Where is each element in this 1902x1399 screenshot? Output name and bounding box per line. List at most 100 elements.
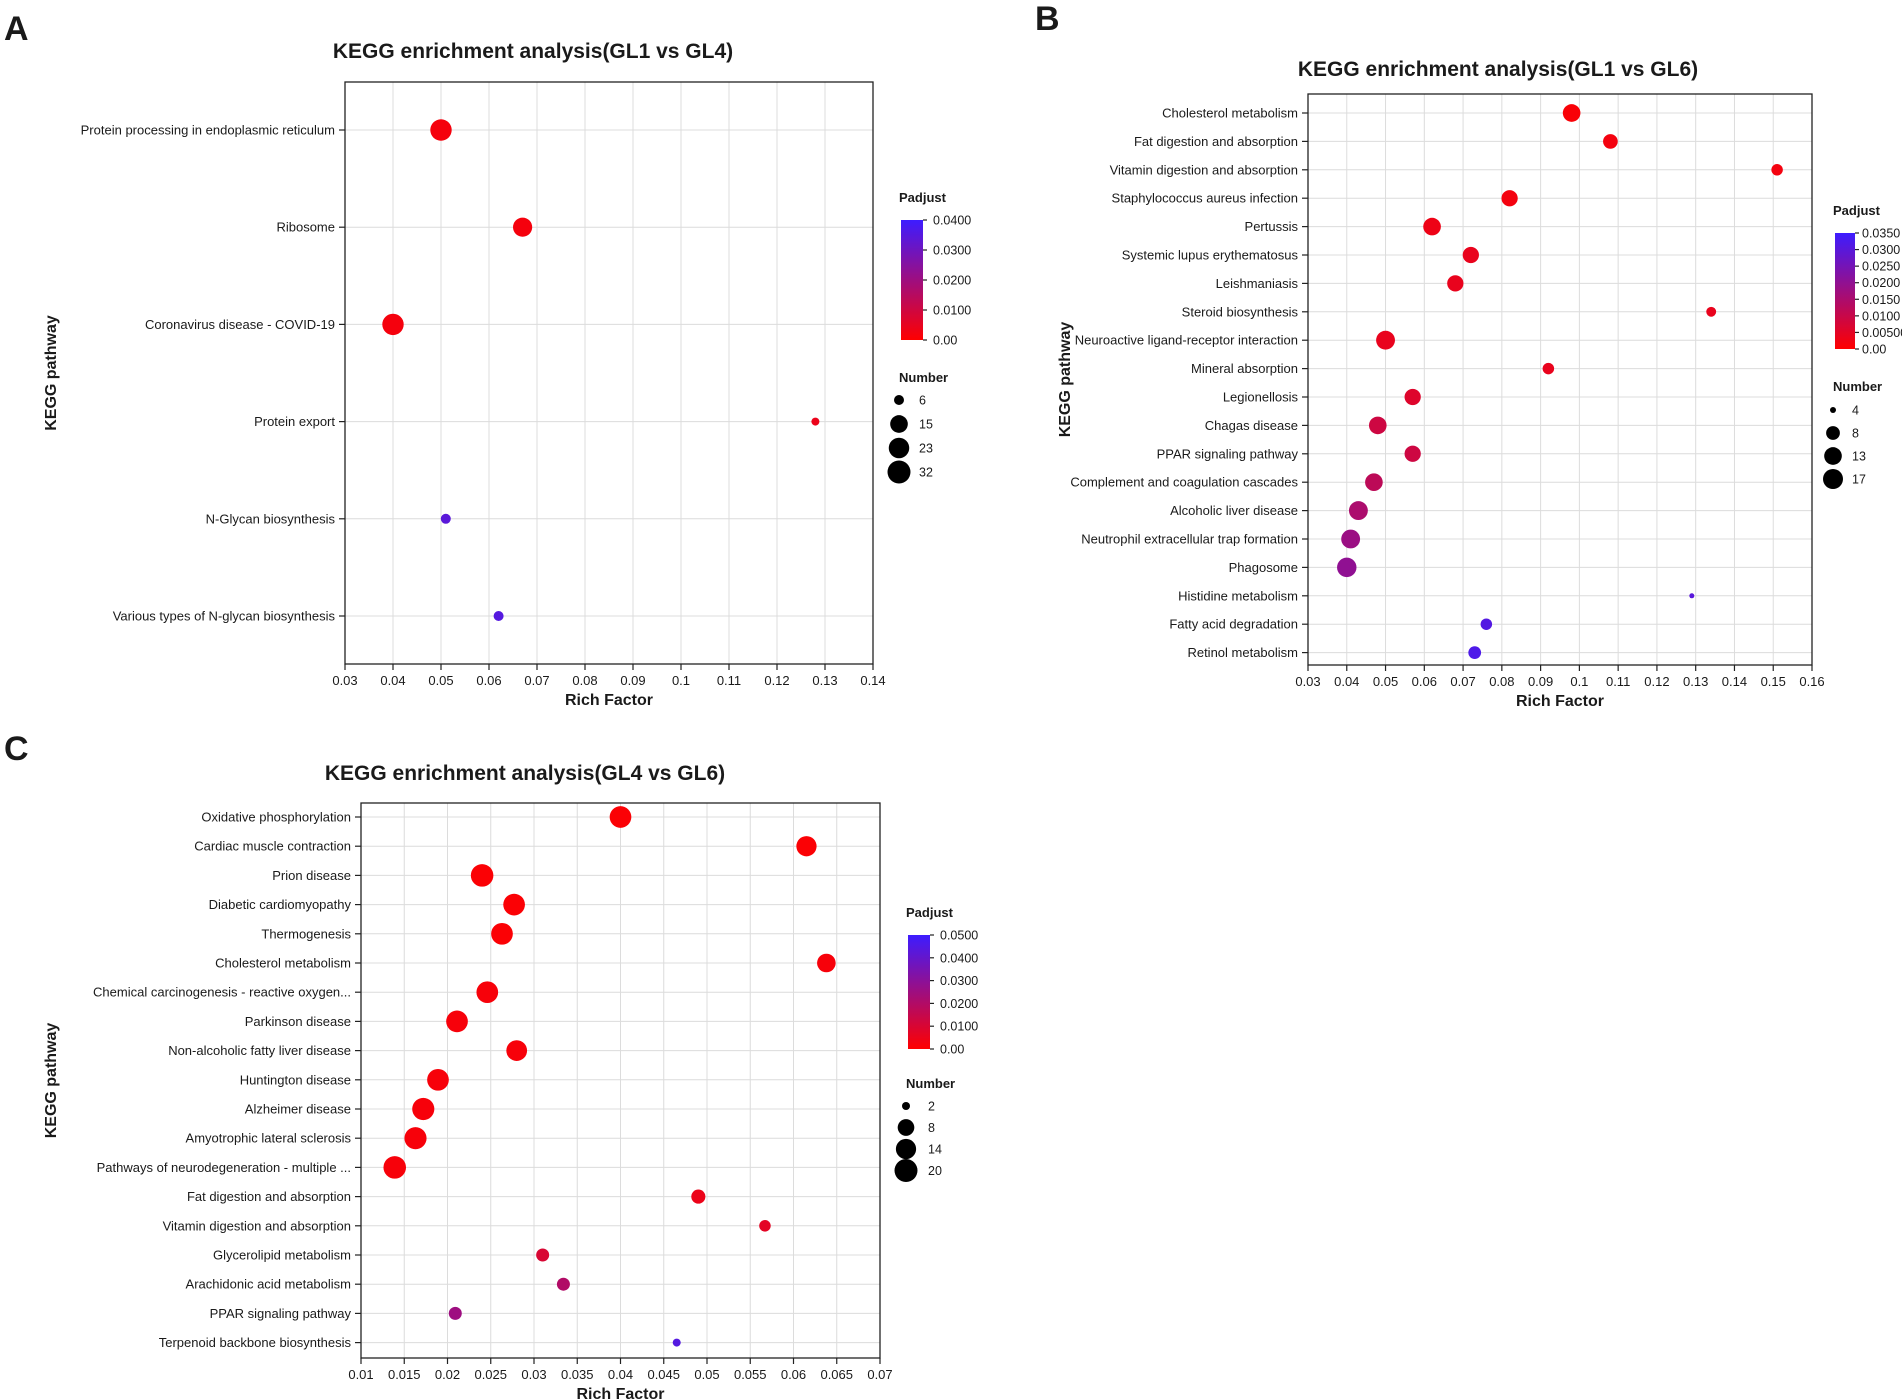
data-point: [1542, 362, 1555, 375]
x-axis-title: Rich Factor: [1516, 693, 1604, 710]
colorbar-label: 0.0200: [1862, 276, 1900, 290]
colorbar-label: 0.00: [933, 334, 957, 348]
x-tick-label: 0.07: [1450, 674, 1475, 689]
data-point: [1404, 388, 1421, 406]
size-legend-dot: [1824, 447, 1842, 465]
size-legend-label: 4: [1852, 404, 1859, 418]
pathway-label: Legionellosis: [1223, 390, 1299, 405]
chart-panel-a: A KEGG enrichment analysis(GL1 vs GL4) 0.0…: [4, 10, 971, 709]
size-legend-label: 15: [919, 418, 933, 432]
size-legend-dot: [887, 460, 911, 484]
size-legend-label: 8: [928, 1121, 935, 1135]
x-tick-label: 0.11: [1606, 674, 1630, 689]
colorbar-label: 0.0300: [1862, 243, 1900, 257]
pathway-label: Parkinson disease: [245, 1014, 351, 1029]
data-point: [759, 1220, 771, 1232]
x-tick-label: 0.14: [1722, 674, 1747, 689]
pathway-label: Pathways of neurodegeneration - multiple…: [97, 1160, 351, 1175]
size-legend-label: 32: [919, 466, 933, 480]
data-point: [609, 806, 632, 828]
data-point: [1365, 473, 1383, 492]
x-tick-label: 0.04: [608, 1367, 633, 1382]
colorbar-label: 0.0300: [933, 244, 971, 258]
colorbar-label: 0.0350: [1862, 227, 1900, 241]
data-point: [1462, 246, 1479, 264]
size-legend-label: 13: [1852, 450, 1866, 464]
pathway-label: PPAR signaling pathway: [1157, 446, 1299, 461]
x-tick-label: 0.11: [717, 673, 741, 688]
data-point: [382, 313, 404, 336]
data-point: [556, 1277, 570, 1291]
colorbar-label: 0.0100: [933, 304, 971, 318]
x-tick-label: 0.14: [860, 673, 885, 688]
data-point: [493, 611, 504, 621]
size-legend-dot: [1830, 407, 1836, 413]
x-tick-label: 0.025: [474, 1367, 507, 1382]
x-tick-label: 0.07: [867, 1367, 892, 1382]
x-tick-label: 0.05: [694, 1367, 719, 1382]
x-tick-label: 0.045: [647, 1367, 680, 1382]
pathway-label: PPAR signaling pathway: [210, 1306, 352, 1321]
colorbar-label: 0.0300: [940, 974, 978, 988]
x-tick-label: 0.03: [521, 1367, 546, 1382]
chart-title: KEGG enrichment analysis(GL1 vs GL6): [1298, 58, 1698, 81]
size-legend-dot: [897, 1119, 915, 1136]
chart-title: KEGG enrichment analysis(GL4 vs GL6): [325, 762, 725, 785]
x-tick-label: 0.08: [572, 673, 597, 688]
colorbar-label: 0.0500: [940, 929, 978, 943]
pathway-label: Terpenoid backbone biosynthesis: [159, 1335, 352, 1350]
x-tick-label: 0.06: [1412, 674, 1437, 689]
pathway-label: Chagas disease: [1205, 418, 1298, 433]
colorbar: [901, 220, 923, 340]
plot-frame: [344, 81, 874, 665]
data-point: [1706, 306, 1717, 317]
size-legend-label: 17: [1852, 473, 1866, 487]
size-legend-dot: [1823, 469, 1843, 489]
pathway-label: Alzheimer disease: [245, 1102, 351, 1117]
size-legend-dot: [890, 415, 908, 433]
data-point: [427, 1068, 449, 1091]
x-tick-label: 0.09: [620, 673, 645, 688]
data-point: [412, 1097, 435, 1121]
pathway-label: Cholesterol metabolism: [1162, 106, 1298, 121]
data-point: [1468, 646, 1482, 659]
pathway-label: Cholesterol metabolism: [215, 956, 351, 971]
chart-title: KEGG enrichment analysis(GL1 vs GL4): [333, 40, 733, 63]
x-tick-label: 0.065: [820, 1367, 853, 1382]
data-point: [448, 1306, 462, 1320]
x-axis-title: Rich Factor: [565, 692, 653, 709]
chart-panel-b: B KEGG enrichment analysis(GL1 vs GL6) 0.0…: [1035, 0, 1902, 710]
x-tick-label: 0.09: [1528, 674, 1553, 689]
y-axis-title: KEGG pathway: [43, 1023, 60, 1139]
x-axis-title: Rich Factor: [576, 1386, 664, 1399]
data-point: [691, 1189, 706, 1204]
data-point: [506, 1040, 528, 1061]
pathway-label: Vitamin digestion and absorption: [163, 1218, 351, 1233]
data-point: [1771, 164, 1783, 176]
pathway-label: Phagosome: [1229, 560, 1298, 575]
pathway-label: Staphylococcus aureus infection: [1112, 191, 1298, 206]
colorbar-label: 0.0200: [940, 997, 978, 1011]
pathway-label: Vitamin digestion and absorption: [1110, 162, 1298, 177]
data-point: [503, 893, 525, 916]
size-legend-dot: [894, 1159, 918, 1182]
pathway-label: Arachidonic acid metabolism: [186, 1277, 351, 1292]
y-axis-title: KEGG pathway: [1057, 322, 1074, 438]
pathway-label: Non-alcoholic fatty liver disease: [168, 1043, 351, 1058]
x-tick-label: 0.04: [1334, 674, 1359, 689]
pathway-label: Oxidative phosphorylation: [201, 810, 351, 825]
size-legend-dot: [1826, 426, 1840, 440]
size-legend-label: 8: [1852, 427, 1859, 441]
x-tick-label: 0.15: [1761, 674, 1786, 689]
pathway-label: Fat digestion and absorption: [1134, 134, 1298, 149]
pathway-label: Complement and coagulation cascades: [1070, 475, 1298, 490]
data-point: [1337, 557, 1357, 578]
data-point: [1341, 529, 1361, 549]
size-legend-label: 2: [928, 1100, 935, 1114]
data-point: [1562, 104, 1581, 122]
pathway-label: Neutrophil extracellular trap formation: [1081, 532, 1298, 547]
size-legend-title: Number: [1833, 379, 1882, 394]
data-point: [1447, 275, 1464, 292]
data-point: [1404, 445, 1421, 462]
